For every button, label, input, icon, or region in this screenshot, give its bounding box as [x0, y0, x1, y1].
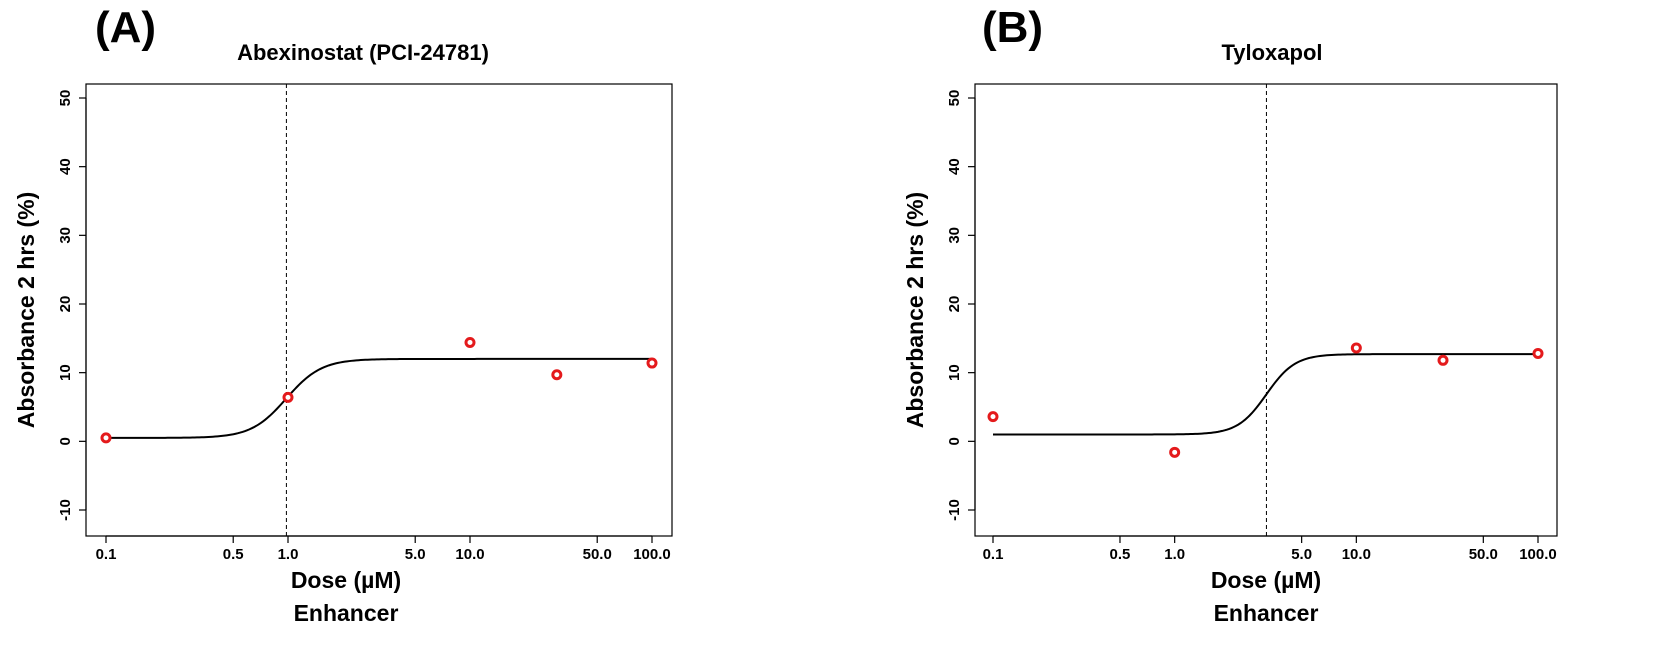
data-point [646, 357, 658, 369]
fit-curve [993, 353, 1538, 436]
y-tick-label: -10 [946, 499, 963, 521]
data-point [1437, 354, 1449, 366]
data-point [282, 391, 294, 403]
x-axis-label: Dose (µM) [1211, 567, 1321, 593]
x-tick-label: 100.0 [1519, 546, 1557, 563]
data-point [464, 336, 476, 348]
x-tick-label: 100.0 [633, 546, 671, 563]
y-tick-label: 40 [946, 158, 963, 175]
chart-panel-a: (A) Abexinostat (PCI-24781) -10 0 10 20 30 40 50… [13, 3, 673, 626]
data-point [551, 369, 563, 381]
y-tick-label: 30 [946, 227, 963, 244]
x-tick-label: 10.0 [1342, 546, 1371, 563]
y-tick-label: 50 [57, 90, 74, 107]
x-tick-label: 1.0 [1164, 546, 1185, 563]
y-axis-label: Absorbance 2 hrs (%) [902, 192, 928, 428]
data-point [1350, 342, 1362, 354]
y-tick-label: 10 [57, 364, 74, 381]
chart-panel-b: (B) Tyloxapol -10 0 10 20 30 40 50 0.1 0.5 1.0 5.0 10… [902, 3, 1558, 626]
y-tick-label: 30 [57, 227, 74, 244]
data-point [1169, 446, 1181, 458]
y-tick-label: 20 [57, 296, 74, 313]
y-tick-label: 50 [946, 90, 963, 107]
fit-curve [106, 357, 652, 439]
panel-label: (A) [95, 3, 156, 52]
chart-title: Abexinostat (PCI-24781) [237, 40, 489, 65]
y-tick-label: 40 [57, 158, 74, 175]
x-tick-label: 10.0 [455, 546, 484, 563]
y-tick-label: 0 [946, 437, 963, 445]
data-point [1532, 347, 1544, 359]
panel-label: (B) [982, 3, 1043, 52]
chart-title: Tyloxapol [1221, 40, 1322, 65]
x-tick-label: 5.0 [1291, 546, 1312, 563]
x-tick-label: 5.0 [405, 546, 426, 563]
data-point [100, 432, 112, 444]
x-tick-label: 50.0 [1469, 546, 1498, 563]
x-tick-label: 1.0 [278, 546, 299, 563]
x-axis-sublabel: Enhancer [1214, 600, 1319, 626]
x-tick-label: 0.5 [223, 546, 244, 563]
y-tick-label: -10 [57, 499, 74, 521]
data-point [987, 411, 999, 423]
plot-frame [85, 83, 673, 537]
y-tick-label: 10 [946, 364, 963, 381]
y-tick-label: 20 [946, 296, 963, 313]
y-tick-label: 0 [57, 437, 74, 445]
x-tick-label: 0.1 [96, 546, 117, 563]
y-axis-label: Absorbance 2 hrs (%) [13, 192, 39, 428]
x-tick-label: 0.1 [983, 546, 1004, 563]
x-axis-sublabel: Enhancer [294, 600, 399, 626]
x-tick-label: 0.5 [1110, 546, 1131, 563]
x-tick-label: 50.0 [583, 546, 612, 563]
x-axis-label: Dose (µM) [291, 567, 401, 593]
